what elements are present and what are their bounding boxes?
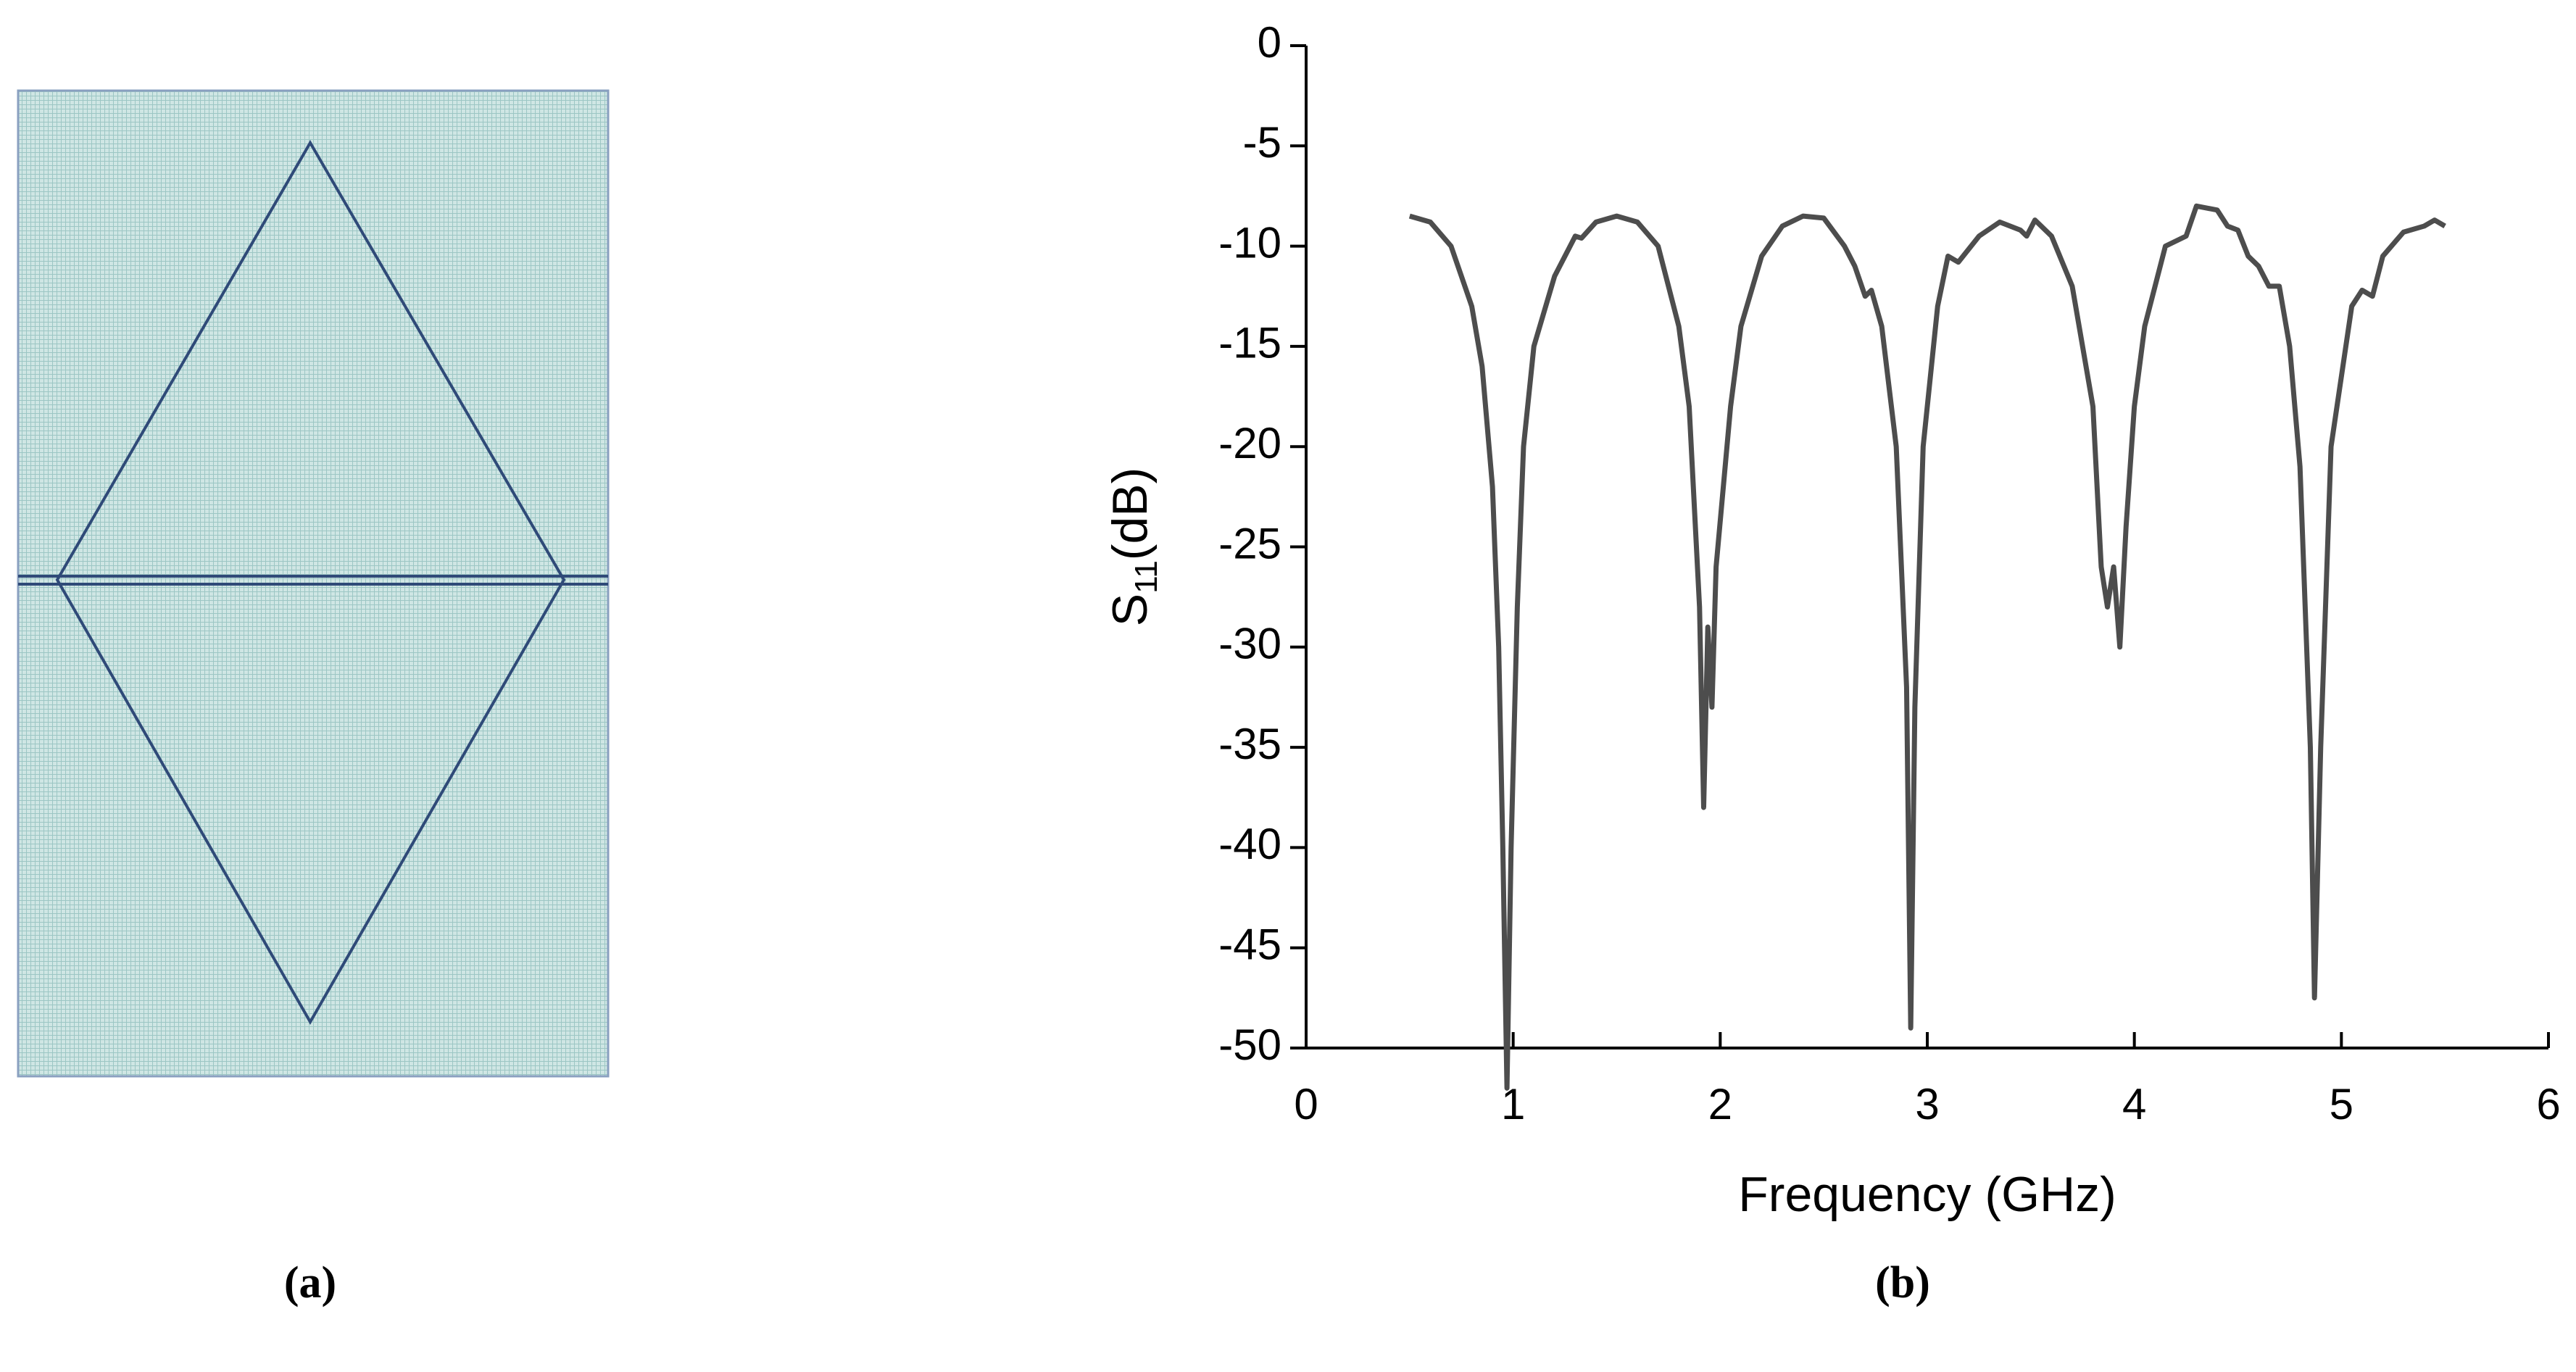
y-tick-label: -20	[1218, 419, 1281, 467]
x-tick-label: 2	[1708, 1080, 1732, 1128]
y-tick-label: -45	[1218, 920, 1281, 969]
x-tick-label: 6	[2536, 1080, 2560, 1128]
panel-label: (b)	[1875, 1258, 1930, 1307]
panel-label: (a)	[284, 1258, 336, 1307]
y-tick-label: -30	[1218, 620, 1281, 668]
y-tick-label: -50	[1218, 1020, 1281, 1069]
diamond-patch	[55, 140, 566, 1026]
x-axis-label: Frequency (GHz)	[1738, 1167, 2116, 1222]
x-tick-label: 4	[2122, 1080, 2146, 1128]
line-series	[1408, 203, 2446, 1091]
y-axis-label-part: 11	[1129, 560, 1164, 594]
y-tick-label: -5	[1243, 118, 1281, 167]
y-axis-label: S11(dB)	[1102, 467, 1164, 627]
y-tick-label: -10	[1218, 218, 1281, 267]
s11-chart: 0-5-10-15-20-25-30-35-40-45-500 1 2 3 4 5 6Fre…	[1102, 18, 2561, 1222]
y-tick-label: -25	[1218, 519, 1281, 567]
y-axis-label-part: S	[1102, 594, 1158, 626]
y-tick-label: -35	[1218, 720, 1281, 768]
x-tick-label: 0	[1294, 1080, 1318, 1128]
x-tick-label: 5	[2330, 1080, 2353, 1128]
antenna-layout	[17, 89, 610, 1078]
y-tick-label: -40	[1218, 820, 1281, 868]
y-tick-label: -15	[1218, 319, 1281, 367]
x-tick-label: 3	[1915, 1080, 1939, 1128]
y-tick-label: 0	[1258, 18, 1281, 67]
y-axis-label-part: (dB)	[1102, 467, 1158, 560]
